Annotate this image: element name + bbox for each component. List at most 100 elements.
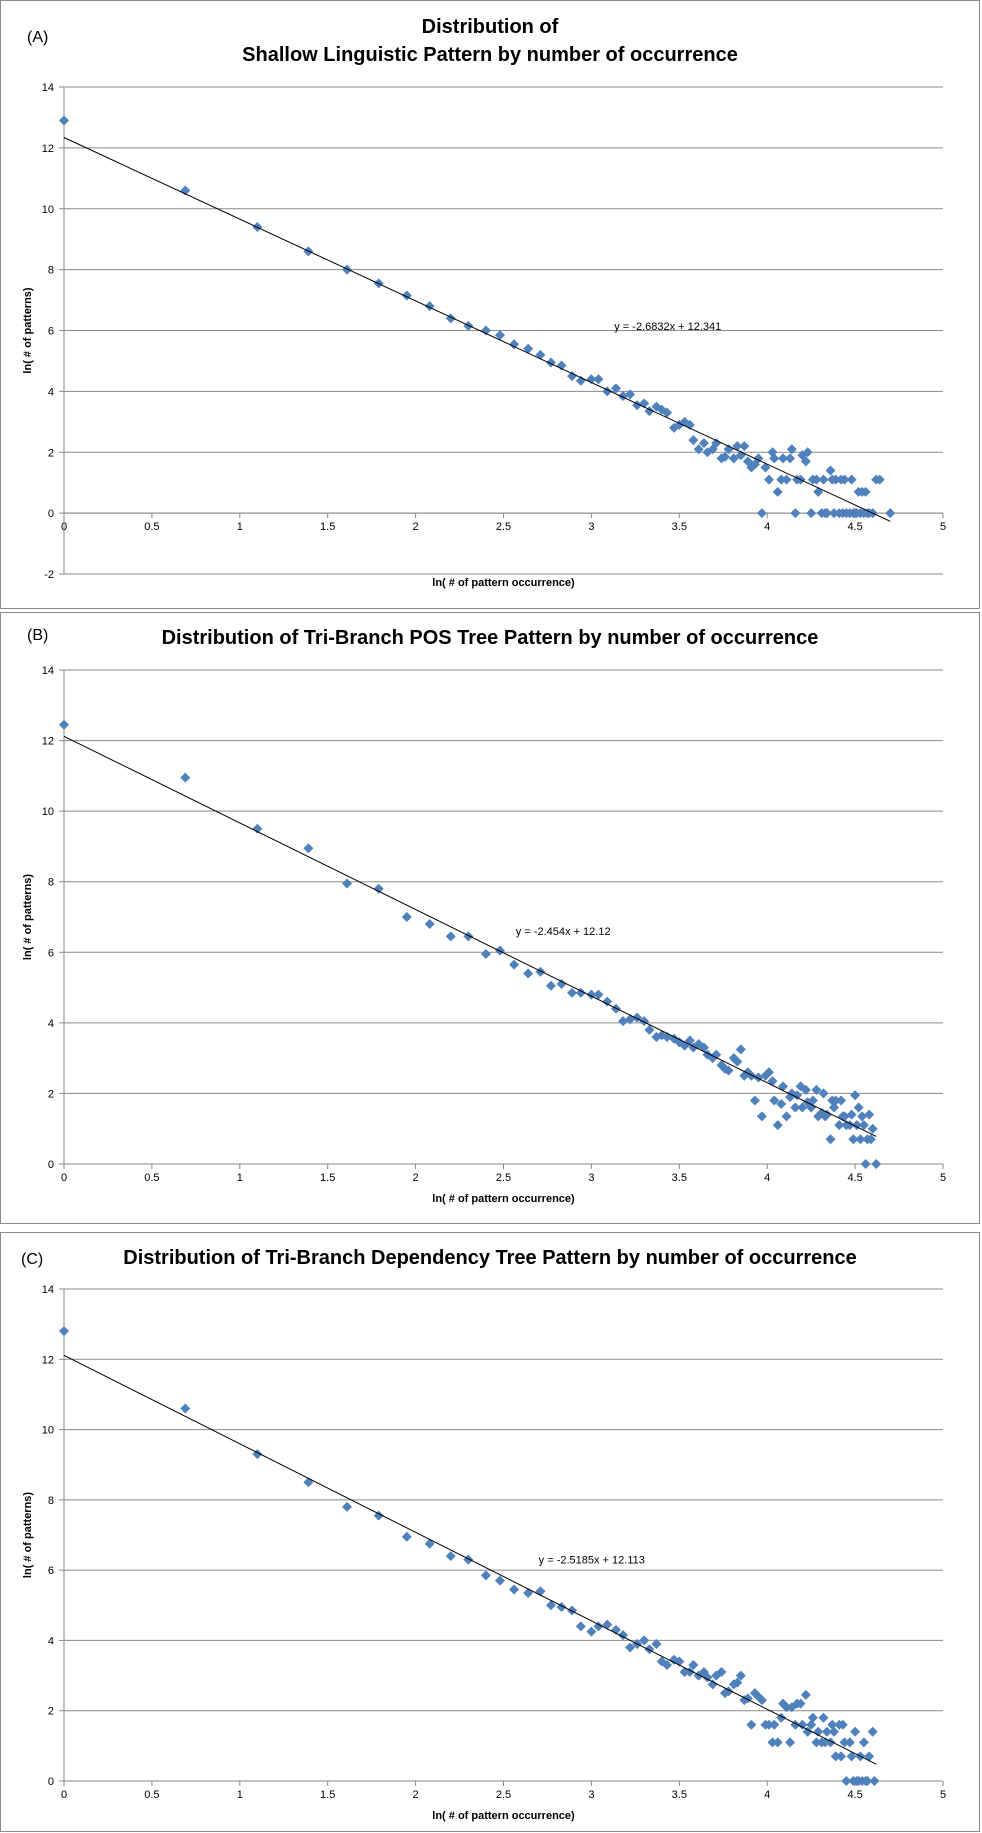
data-point bbox=[829, 508, 840, 519]
data-point bbox=[778, 1081, 789, 1092]
data-point bbox=[800, 1689, 811, 1700]
data-point bbox=[797, 1719, 808, 1730]
data-point bbox=[342, 878, 353, 889]
data-point bbox=[651, 1638, 662, 1649]
data-point bbox=[858, 1737, 869, 1748]
x-tick-label: 5 bbox=[940, 1172, 946, 1184]
x-tick-label: 1 bbox=[237, 521, 243, 533]
data-point bbox=[860, 486, 871, 497]
x-tick-label: 4.5 bbox=[847, 1172, 862, 1184]
data-point bbox=[813, 1726, 824, 1737]
x-tick-label: 3 bbox=[588, 521, 594, 533]
data-point bbox=[523, 343, 534, 354]
data-point bbox=[846, 474, 857, 485]
data-point bbox=[818, 1712, 829, 1723]
data-point bbox=[639, 1635, 650, 1646]
x-tick-label: 3.5 bbox=[672, 1789, 687, 1801]
data-point bbox=[830, 474, 841, 485]
data-point bbox=[523, 968, 534, 979]
data-point bbox=[825, 1134, 836, 1145]
chart-title: Distribution of Tri-Branch POS Tree Patt… bbox=[1, 624, 979, 652]
x-tick-label: 0 bbox=[61, 1172, 67, 1184]
x-axis-title: ln( # of pattern occurrence) bbox=[432, 1193, 575, 1205]
data-point bbox=[711, 1670, 722, 1681]
data-point bbox=[867, 1726, 878, 1737]
trendline-equation: y = -2.5185x + 12.113 bbox=[539, 1555, 645, 1567]
data-point bbox=[839, 1737, 850, 1748]
data-point bbox=[373, 883, 384, 894]
x-axis-title: ln( # of pattern occurrence) bbox=[432, 1810, 575, 1822]
data-point bbox=[786, 444, 797, 455]
data-point bbox=[639, 1016, 650, 1027]
data-point bbox=[545, 1600, 556, 1611]
data-point bbox=[342, 1501, 353, 1512]
y-tick-label: 14 bbox=[42, 82, 54, 94]
data-point bbox=[785, 1737, 796, 1748]
data-point bbox=[813, 1111, 824, 1122]
data-point bbox=[711, 1049, 722, 1060]
data-point bbox=[827, 1719, 838, 1730]
data-point bbox=[786, 1088, 797, 1099]
x-tick-label: 4 bbox=[764, 521, 770, 533]
chart-panel-c: (C) Distribution of Tri-Branch Dependenc… bbox=[0, 1232, 980, 1832]
data-point bbox=[463, 931, 474, 942]
x-tick-label: 2.5 bbox=[496, 521, 511, 533]
data-point bbox=[693, 444, 704, 455]
data-point bbox=[303, 843, 314, 854]
x-tick-label: 1.5 bbox=[320, 1789, 335, 1801]
y-tick-label: 2 bbox=[48, 1088, 54, 1100]
data-point bbox=[846, 1109, 857, 1120]
data-point bbox=[836, 1751, 847, 1762]
chart-title: Distribution of Shallow Linguistic Patte… bbox=[1, 13, 979, 69]
data-point bbox=[509, 1584, 520, 1595]
trendline bbox=[63, 1354, 877, 1765]
scatter-plot: 0 2 4 6 8 10 12 14 0 0.5 1 1.5 2 2.5 3 3.5 4 4.5 5 ln( # of… bbox=[22, 665, 946, 1205]
data-point bbox=[180, 772, 191, 783]
data-point bbox=[795, 1081, 806, 1092]
y-tick-label: 12 bbox=[42, 1354, 54, 1366]
data-point bbox=[693, 1670, 704, 1681]
y-tick-label: 10 bbox=[42, 806, 54, 818]
data-point bbox=[760, 462, 771, 473]
data-point bbox=[424, 919, 435, 930]
data-point bbox=[853, 1102, 864, 1113]
data-point bbox=[836, 1095, 847, 1106]
y-tick-label: 10 bbox=[42, 204, 54, 216]
x-axis-title: ln( # of pattern occurrence) bbox=[432, 577, 575, 589]
data-point bbox=[644, 1024, 655, 1035]
x-tick-label: 2.5 bbox=[496, 1172, 511, 1184]
chart-title: Distribution of Tri-Branch Dependency Tr… bbox=[1, 1244, 979, 1272]
data-point bbox=[739, 1070, 750, 1081]
data-point bbox=[373, 1510, 384, 1521]
x-tick-label: 5 bbox=[940, 1789, 946, 1801]
x-tick-label: 2 bbox=[413, 1789, 419, 1801]
data-point bbox=[702, 1672, 713, 1683]
data-point bbox=[688, 435, 699, 446]
x-tick-label: 3 bbox=[588, 1789, 594, 1801]
data-point bbox=[818, 474, 829, 485]
data-point bbox=[848, 1134, 859, 1145]
data-point bbox=[858, 1120, 869, 1131]
x-tick-label: 3.5 bbox=[672, 521, 687, 533]
data-point bbox=[593, 1621, 604, 1632]
y-tick-label: 4 bbox=[48, 1635, 54, 1647]
data-point bbox=[839, 1111, 850, 1122]
data-point bbox=[509, 959, 520, 970]
data-point bbox=[839, 474, 850, 485]
data-point bbox=[763, 474, 774, 485]
y-axis-title: ln( # of patterns) bbox=[22, 874, 34, 961]
data-point bbox=[800, 1084, 811, 1095]
data-point bbox=[644, 1644, 655, 1655]
data-point bbox=[776, 474, 787, 485]
data-point bbox=[865, 1134, 876, 1145]
data-point bbox=[790, 508, 801, 519]
data-point bbox=[811, 1737, 822, 1748]
y-tick-label: 4 bbox=[48, 386, 54, 398]
data-point bbox=[59, 1326, 69, 1337]
data-point bbox=[797, 1102, 808, 1113]
data-point bbox=[795, 1698, 806, 1709]
y-tick-label: 6 bbox=[48, 947, 54, 959]
data-point bbox=[611, 383, 622, 394]
y-tick-label: 14 bbox=[42, 1284, 54, 1296]
x-tick-label: 1.5 bbox=[320, 521, 335, 533]
